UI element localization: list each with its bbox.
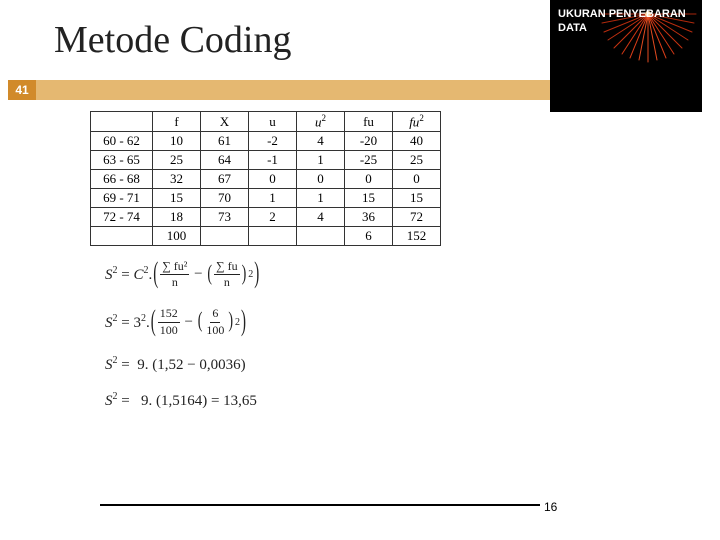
th-u: u [249, 112, 297, 132]
equation-2: S2 = 32. ( 152 100 − ( 6 100 )2 ) [105, 307, 260, 336]
table-row: 63 - 65 25 64 -1 1 -25 25 [91, 151, 441, 170]
corner-card: UKURAN PENYEBARAN DATA [550, 0, 702, 112]
th-fu2: fu2 [393, 112, 441, 132]
equation-4: S2 = 9. (1,5164) = 13,65 [105, 391, 260, 410]
table-row-totals: 100 6 152 [91, 227, 441, 246]
slide-number-badge: 41 [8, 80, 36, 100]
corner-line2: DATA [558, 22, 587, 34]
accent-band [36, 80, 550, 100]
table-header-row: f X u u2 fu fu2 [91, 112, 441, 132]
table-row: 69 - 71 15 70 1 1 15 15 [91, 189, 441, 208]
th-fu: fu [345, 112, 393, 132]
th-x: X [201, 112, 249, 132]
th-f: f [153, 112, 201, 132]
data-table: f X u u2 fu fu2 60 - 62 10 61 -2 4 -20 4… [90, 111, 441, 246]
page-title: Metode Coding [54, 18, 291, 62]
footer-page-number: 16 [544, 500, 557, 514]
table-row: 72 - 74 18 73 2 4 36 72 [91, 208, 441, 227]
th-u2: u2 [297, 112, 345, 132]
equation-1: S2 = C2. ( ∑ fu² n − ( ∑ fu n )2 ) [105, 260, 260, 289]
table-row: 60 - 62 10 61 -2 4 -20 40 [91, 132, 441, 151]
formulas-block: S2 = C2. ( ∑ fu² n − ( ∑ fu n )2 ) S2 = … [105, 260, 260, 410]
footer-rule [100, 504, 540, 506]
corner-text: UKURAN PENYEBARAN DATA [558, 8, 698, 36]
corner-line1: UKURAN PENYEBARAN [558, 8, 686, 20]
th-class [91, 112, 153, 132]
equation-3: S2 = 9. (1,52 − 0,0036) [105, 355, 260, 374]
table-row: 66 - 68 32 67 0 0 0 0 [91, 170, 441, 189]
